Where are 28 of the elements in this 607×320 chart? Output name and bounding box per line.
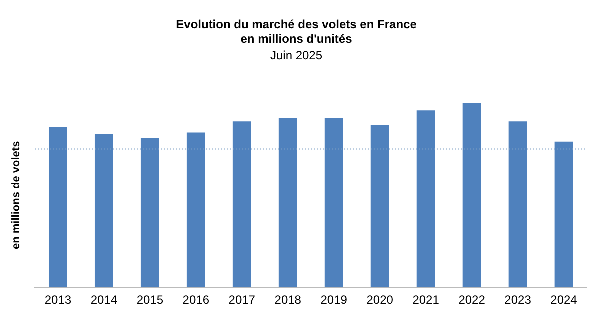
- bar: [416, 110, 436, 288]
- x-tick-label: 2019: [320, 293, 348, 308]
- bar: [278, 118, 298, 288]
- bar: [186, 132, 206, 288]
- x-tick-label: 2020: [366, 293, 394, 308]
- x-tick-label: 2021: [412, 293, 440, 308]
- bar: [370, 125, 390, 288]
- bar: [140, 138, 160, 288]
- bar: [48, 127, 68, 288]
- x-tick-label: 2015: [136, 293, 164, 308]
- x-tick-label: 2018: [274, 293, 302, 308]
- x-tick-label: 2023: [504, 293, 532, 308]
- x-tick-label: 2014: [90, 293, 118, 308]
- chart-subtitle: Juin 2025: [270, 48, 323, 62]
- text: Evolution du marché des volets en France: [176, 18, 417, 32]
- y-axis-title: en millions de volets: [10, 141, 23, 250]
- bar: [508, 122, 528, 288]
- bar: [462, 103, 482, 288]
- bar: [324, 118, 344, 288]
- x-tick-label: 2016: [182, 293, 210, 308]
- x-tick-label: 2013: [44, 293, 72, 308]
- x-tick-label: 2022: [458, 293, 486, 308]
- bar: [554, 142, 574, 288]
- x-tick-label: 2017: [228, 293, 256, 308]
- bar: [232, 122, 252, 288]
- bar: [94, 134, 114, 288]
- text: en millions d'unités: [240, 32, 352, 46]
- x-tick-label: 2024: [550, 293, 578, 308]
